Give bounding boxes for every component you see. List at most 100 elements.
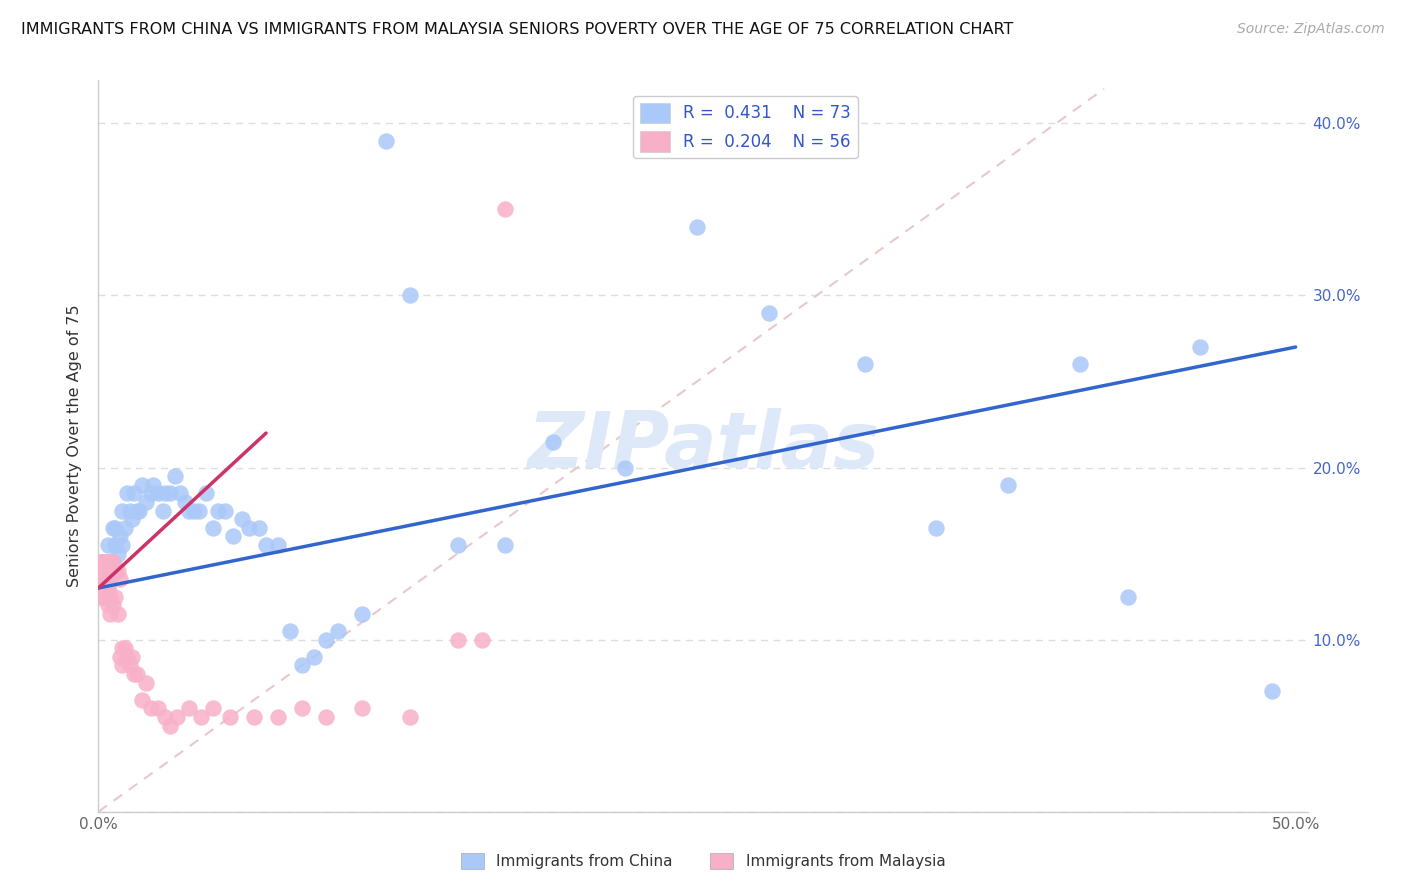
Point: [90, 573, 112, 587]
Point: [111, 503, 134, 517]
Point: [91, 590, 114, 604]
Point: [997, 477, 1019, 491]
Point: [221, 529, 243, 543]
Point: [853, 357, 876, 371]
Point: [97, 564, 120, 578]
Point: [173, 495, 195, 509]
Point: [100, 573, 122, 587]
Point: [1069, 357, 1091, 371]
Point: [124, 667, 146, 681]
Point: [108, 649, 131, 664]
Point: [115, 486, 138, 500]
Point: [131, 693, 153, 707]
Point: [97, 555, 120, 569]
Point: [101, 521, 124, 535]
Point: [135, 495, 157, 509]
Point: [1116, 590, 1139, 604]
Point: [159, 486, 181, 500]
Point: [121, 512, 143, 526]
Point: [104, 564, 127, 578]
Point: [94, 581, 117, 595]
Point: [202, 521, 225, 535]
Point: [94, 590, 117, 604]
Point: [179, 701, 201, 715]
Text: ZIPatlas: ZIPatlas: [527, 408, 879, 484]
Point: [169, 486, 191, 500]
Point: [614, 460, 637, 475]
Point: [398, 710, 420, 724]
Point: [118, 658, 141, 673]
Point: [155, 486, 177, 500]
Point: [163, 469, 186, 483]
Point: [107, 547, 129, 561]
Point: [166, 710, 188, 724]
Legend: R =  0.431    N = 73, R =  0.204    N = 56: R = 0.431 N = 73, R = 0.204 N = 56: [633, 96, 858, 158]
Point: [90, 590, 112, 604]
Point: [131, 477, 153, 491]
Point: [374, 134, 396, 148]
Point: [238, 521, 260, 535]
Point: [925, 521, 948, 535]
Point: [326, 624, 349, 638]
Point: [125, 503, 148, 517]
Point: [495, 202, 517, 217]
Point: [90, 555, 112, 569]
Point: [101, 555, 124, 569]
Point: [104, 521, 127, 535]
Point: [111, 658, 134, 673]
Point: [291, 658, 314, 673]
Point: [1260, 684, 1282, 698]
Point: [111, 641, 134, 656]
Point: [350, 701, 373, 715]
Point: [97, 581, 120, 595]
Point: [219, 710, 242, 724]
Point: [190, 710, 212, 724]
Point: [90, 581, 112, 595]
Point: [91, 581, 114, 595]
Point: [91, 555, 114, 569]
Point: [118, 503, 141, 517]
Point: [686, 219, 709, 234]
Point: [231, 512, 253, 526]
Point: [121, 649, 143, 664]
Point: [104, 538, 127, 552]
Y-axis label: Seniors Poverty Over the Age of 75: Seniors Poverty Over the Age of 75: [67, 305, 83, 587]
Point: [470, 632, 492, 647]
Point: [139, 486, 162, 500]
Point: [315, 632, 337, 647]
Point: [101, 598, 124, 612]
Point: [94, 573, 117, 587]
Point: [267, 710, 290, 724]
Point: [114, 641, 136, 656]
Point: [91, 555, 114, 569]
Point: [758, 305, 780, 319]
Point: [107, 564, 129, 578]
Point: [94, 555, 117, 569]
Point: [207, 503, 229, 517]
Point: [152, 503, 174, 517]
Point: [97, 581, 120, 595]
Point: [214, 503, 236, 517]
Point: [100, 590, 122, 604]
Point: [91, 564, 114, 578]
Point: [124, 486, 146, 500]
Point: [94, 564, 117, 578]
Point: [115, 649, 138, 664]
Point: [90, 581, 112, 595]
Point: [267, 538, 290, 552]
Point: [1188, 340, 1211, 354]
Point: [398, 288, 420, 302]
Point: [247, 521, 270, 535]
Point: [108, 529, 131, 543]
Point: [159, 719, 181, 733]
Point: [128, 503, 150, 517]
Point: [291, 701, 314, 715]
Point: [543, 434, 565, 449]
Point: [254, 538, 277, 552]
Point: [179, 503, 201, 517]
Point: [183, 503, 205, 517]
Point: [350, 607, 373, 621]
Point: [195, 486, 218, 500]
Point: [100, 607, 122, 621]
Point: [446, 538, 468, 552]
